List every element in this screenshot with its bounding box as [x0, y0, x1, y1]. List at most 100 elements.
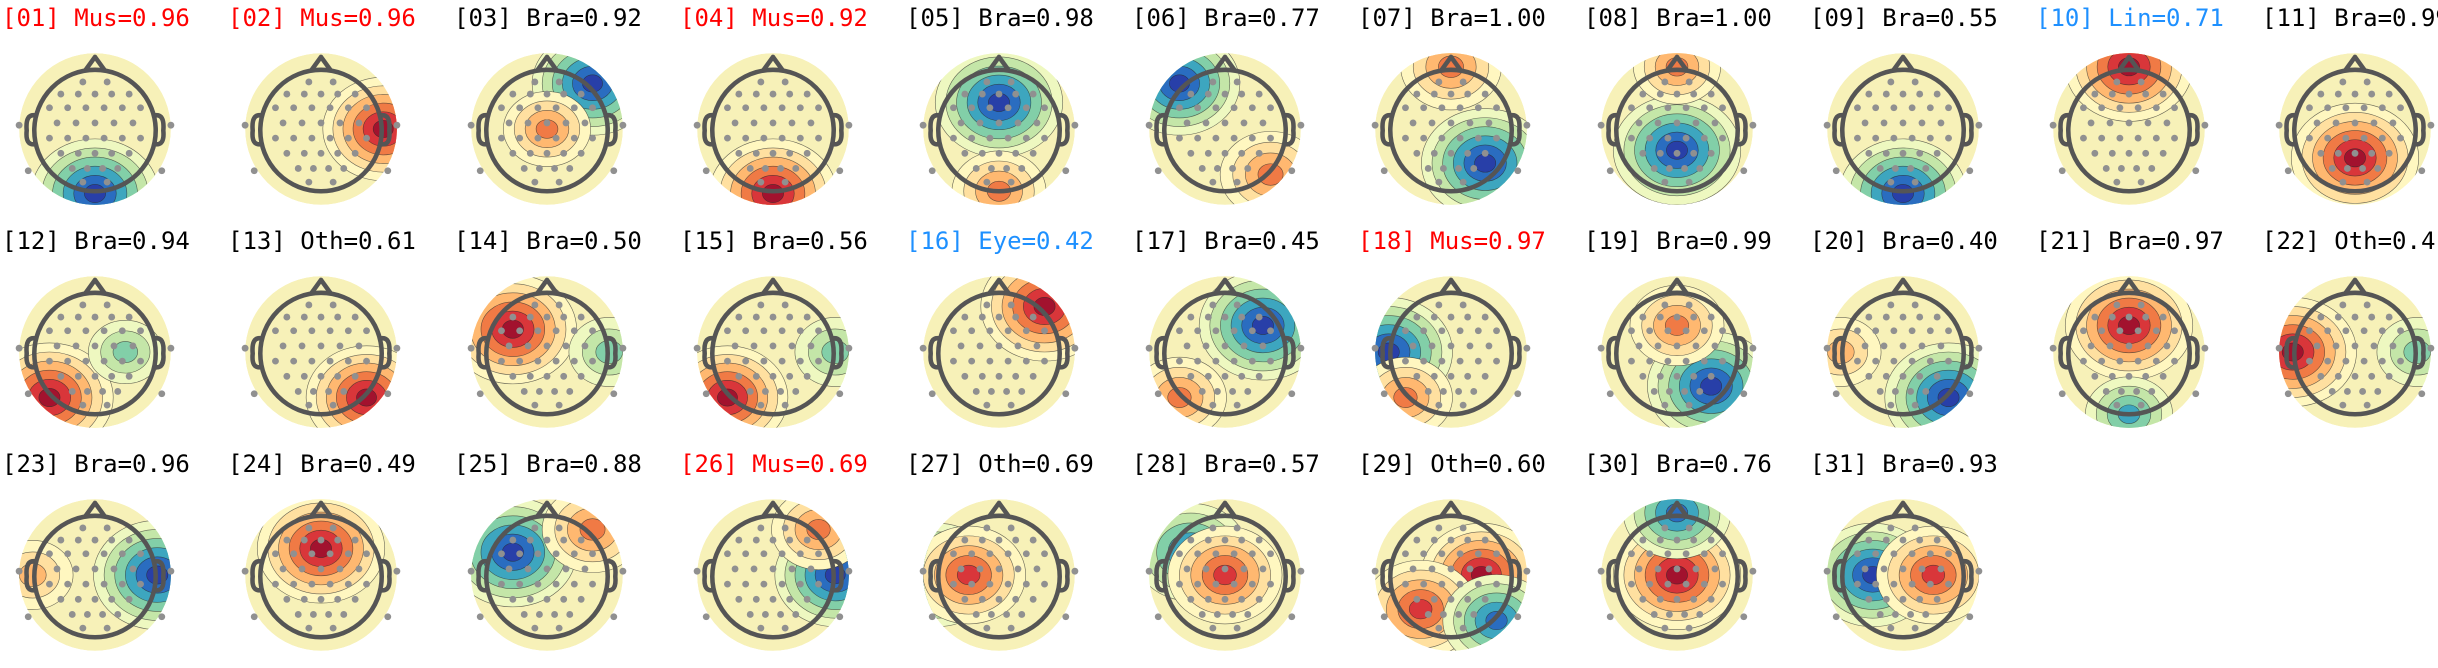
electrode-dot — [760, 357, 768, 365]
electrode-dot — [2306, 327, 2313, 335]
electrode-dot — [551, 165, 559, 172]
electrode-dot — [1022, 134, 1030, 142]
electrode-dot — [82, 134, 90, 142]
electrode-dot — [986, 104, 994, 112]
scalp-topomap — [693, 53, 853, 205]
electrode-dot — [735, 595, 743, 603]
electrode-dot — [2334, 313, 2342, 321]
electrode-dot — [1823, 344, 1831, 352]
electrode-dot — [570, 327, 578, 335]
scalp-topomap — [1371, 499, 1531, 651]
electrode-dot — [1700, 134, 1708, 142]
electrode-dot — [1439, 388, 1447, 395]
component-cell: [24] Bra=0.49 — [228, 446, 454, 668]
electrode-dot — [1661, 624, 1669, 632]
electrode-dot — [1945, 104, 1952, 112]
contour-level — [2344, 148, 2366, 168]
electrode-dot — [1212, 134, 1220, 142]
electrode-dot — [2087, 342, 2095, 350]
electrode-dot — [1945, 134, 1952, 142]
electrode-dot — [2385, 149, 2393, 157]
electrode-dot — [1209, 401, 1217, 409]
electrode-dot — [1916, 372, 1924, 380]
component-title: [04] Mus=0.92 — [680, 4, 868, 32]
electrode-dot — [1707, 313, 1715, 321]
electrode-dot — [1014, 119, 1022, 127]
electrode-dot — [1014, 565, 1022, 573]
electrode-dot — [781, 178, 789, 186]
left-ear-outline — [2284, 112, 2296, 147]
electrode-dot — [2351, 313, 2359, 321]
electrode-dot — [986, 357, 994, 365]
electrode-dot — [498, 550, 505, 558]
component-title: [09] Bra=0.55 — [1810, 4, 1998, 32]
scalp-topomap — [1823, 499, 1983, 651]
electrode-dot — [476, 390, 484, 398]
electrode-dot — [1908, 104, 1916, 112]
contour-level — [1393, 387, 1418, 408]
head-outline — [1614, 513, 1740, 640]
electrode-dot — [2351, 372, 2359, 380]
electrode-dot — [317, 342, 325, 350]
electrode-dot — [2159, 90, 2167, 98]
electrode-dot — [509, 536, 517, 544]
electrode-dot — [326, 357, 334, 365]
electrode-dot — [290, 357, 298, 365]
electrode-dot — [1481, 313, 1489, 321]
electrode-dot — [1606, 390, 1614, 398]
electrode-dot — [99, 165, 107, 172]
electrode-dot — [577, 149, 585, 157]
electrode-dot — [1707, 536, 1715, 544]
electrode-dot — [340, 388, 348, 395]
electrode-dot — [2080, 357, 2087, 365]
electrode-dot — [693, 344, 701, 352]
electrode-dot — [995, 536, 1003, 544]
electrode-dot — [731, 342, 739, 350]
electrode-dot — [1154, 167, 1162, 175]
electrode-dot — [294, 611, 302, 618]
electrode-dot — [283, 372, 291, 380]
electrode-dot — [2058, 390, 2066, 398]
right-ear-outline — [1510, 558, 1522, 593]
electrode-dot — [1229, 388, 1237, 395]
electrode-dot — [520, 165, 528, 172]
electrode-dot — [2385, 372, 2393, 380]
electrode-dot — [1288, 390, 1296, 398]
electrode-dot — [1740, 613, 1748, 621]
electrode-dot — [1221, 372, 1229, 380]
electrode-dot — [769, 90, 777, 98]
electrode-dot — [1635, 342, 1643, 350]
electrode-dot — [1639, 90, 1647, 98]
electrode-dot — [279, 565, 287, 573]
electrode-dot — [524, 342, 532, 350]
electrode-dot — [577, 372, 585, 380]
electrode-dot — [2152, 134, 2160, 142]
electrode-dot — [976, 565, 984, 573]
electrode-dot — [1474, 134, 1482, 142]
electrode-dot — [1438, 104, 1446, 112]
electrode-dot — [1908, 134, 1916, 142]
electrode-dot — [1673, 565, 1681, 573]
electrode-dot — [2142, 90, 2150, 98]
electrode-dot — [1891, 611, 1899, 618]
left-ear-outline — [928, 558, 940, 593]
electrode-dot — [2397, 327, 2404, 335]
electrode-dot — [978, 595, 986, 603]
component-title: [14] Bra=0.50 — [454, 227, 642, 255]
electrode-dot — [1682, 357, 1690, 365]
electrode-dot — [995, 372, 1003, 380]
electrode-dot — [1194, 550, 1202, 558]
electrode-dot — [1646, 580, 1654, 588]
electrode-dot — [2137, 78, 2145, 86]
electrode-dot — [1872, 550, 1880, 558]
right-ear-outline — [154, 112, 166, 147]
electrode-dot — [2328, 165, 2336, 172]
electrode-dot — [1664, 580, 1672, 588]
electrode-dot — [103, 178, 111, 186]
electrode-dot — [928, 167, 936, 175]
electrode-dot — [792, 165, 800, 172]
electrode-dot — [1711, 342, 1719, 350]
electrode-dot — [99, 388, 107, 395]
electrode-dot — [983, 524, 991, 532]
